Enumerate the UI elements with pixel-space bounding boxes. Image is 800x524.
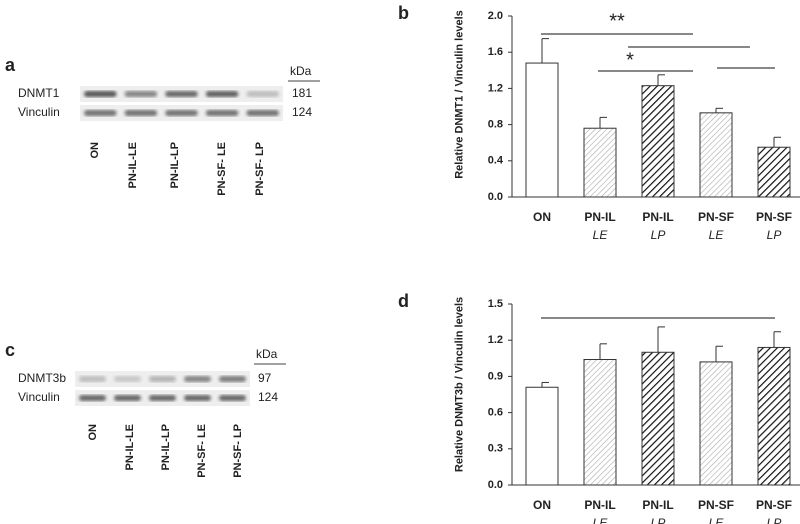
band: [84, 91, 117, 97]
y-axis-label: Relative DNMT1 / Vinculin levels: [453, 10, 466, 179]
x-tick-label: PN-IL: [584, 498, 615, 512]
band: [149, 395, 176, 401]
band: [79, 395, 106, 401]
panel-label: b: [398, 3, 409, 23]
size-label: 124: [258, 390, 278, 404]
x-tick-label: PN-SF: [756, 498, 792, 512]
y-tick-label: 0.4: [488, 155, 504, 167]
bar: [583, 127, 617, 198]
x-tick-sublabel: LE: [593, 516, 609, 524]
band: [149, 376, 176, 382]
bar: [641, 85, 675, 198]
x-tick-sublabel: LP: [767, 228, 782, 242]
bar: [525, 386, 559, 486]
lane-label: PN-IL-LP: [160, 424, 172, 470]
row-label: Vinculin: [18, 390, 60, 404]
band: [114, 395, 141, 401]
x-tick-label: ON: [533, 210, 551, 224]
bar: [583, 359, 617, 486]
x-tick-sublabel: LP: [651, 516, 666, 524]
x-tick-sublabel: LP: [651, 228, 666, 242]
y-tick-label: 0.0: [488, 191, 503, 203]
panel-label: d: [398, 291, 409, 311]
y-tick-label: 1.2: [488, 334, 503, 346]
lane-label: PN-SF- LE: [196, 424, 208, 478]
y-tick-label: 0.9: [488, 370, 503, 382]
band: [79, 376, 106, 382]
y-tick-label: 1.2: [488, 82, 503, 94]
band: [219, 376, 246, 382]
annotation: **: [609, 10, 625, 32]
lane-label: PN-IL-LE: [127, 142, 139, 188]
x-tick-sublabel: LE: [709, 228, 725, 242]
band: [246, 110, 279, 116]
band: [205, 91, 239, 97]
bar: [757, 146, 791, 198]
y-tick-label: 0.6: [488, 407, 503, 419]
bar: [757, 346, 791, 486]
lane-label: PN-SF- LE: [216, 142, 228, 196]
band: [246, 91, 279, 97]
band: [124, 91, 158, 97]
unit-label: kDa: [256, 347, 278, 361]
lane-label: PN-IL-LP: [169, 142, 181, 188]
size-label: 124: [292, 105, 312, 119]
y-tick-label: 1.5: [488, 298, 503, 310]
x-tick-label: PN-SF: [698, 210, 734, 224]
x-tick-label: PN-IL: [584, 210, 615, 224]
x-tick-label: ON: [533, 498, 551, 512]
annotation: *: [626, 49, 634, 71]
panel-label: a: [5, 55, 16, 75]
band: [165, 91, 198, 97]
x-tick-label: PN-SF: [756, 210, 792, 224]
x-tick-sublabel: LP: [767, 516, 782, 524]
band: [219, 395, 246, 401]
bar: [641, 351, 675, 486]
band: [184, 376, 211, 382]
band: [165, 110, 198, 116]
band: [184, 395, 211, 401]
x-tick-label: PN-IL: [642, 498, 673, 512]
lane-label: PN-SF- LP: [254, 142, 266, 196]
lane-label: PN-SF- LP: [232, 424, 244, 478]
unit-label: kDa: [290, 64, 312, 78]
y-axis-label: Relative DNMT3b / Vinculin levels: [453, 296, 466, 473]
x-tick-sublabel: LE: [709, 516, 725, 524]
lane-label: PN-IL-LE: [124, 424, 136, 470]
y-tick-label: 0.8: [488, 119, 503, 131]
size-label: 181: [292, 86, 312, 100]
lane-label: ON: [89, 142, 101, 159]
band: [84, 110, 117, 116]
row-label: DNMT1: [18, 86, 60, 100]
y-tick-label: 1.6: [488, 46, 503, 58]
panel-label: c: [5, 340, 15, 360]
bar: [699, 112, 733, 198]
x-tick-label: PN-IL: [642, 210, 673, 224]
row-label: Vinculin: [18, 105, 60, 119]
band: [124, 110, 158, 116]
y-tick-label: 0.0: [488, 479, 503, 491]
bar: [699, 361, 733, 486]
band: [205, 110, 239, 116]
bar: [525, 62, 559, 198]
y-tick-label: 2.0: [488, 10, 503, 22]
band: [114, 376, 141, 382]
row-label: DNMT3b: [18, 371, 66, 385]
y-tick-label: 0.3: [488, 443, 503, 455]
lane-label: ON: [87, 424, 99, 441]
x-tick-sublabel: LE: [593, 228, 609, 242]
size-label: 97: [258, 371, 272, 385]
x-tick-label: PN-SF: [698, 498, 734, 512]
